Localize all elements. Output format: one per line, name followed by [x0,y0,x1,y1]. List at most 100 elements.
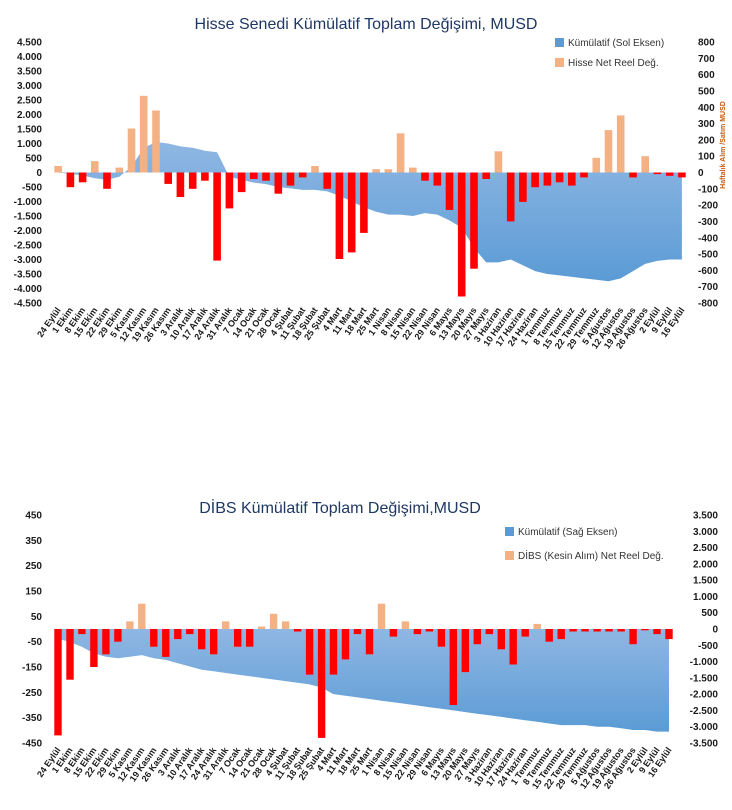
bar-24-haziran [531,172,539,188]
bar-12-kasim [139,95,148,173]
right-tick-label: 2.500 [693,543,718,554]
bar-26-kasim [162,629,170,657]
bar-2-eylul [653,172,662,175]
bar-17-haziran [519,172,527,202]
right-tick-label: -600 [698,266,718,277]
right-tick-label: 700 [698,54,715,65]
bar-25-subat [317,629,326,738]
bar-8-temmuz [545,629,553,642]
bar-25-mart [372,169,380,173]
legend: Kümülatif (Sağ Eksen) DİBS (Kesin Alım) … [505,527,664,562]
right-tick-label: -1.000 [690,657,719,668]
bar-19-agustos [629,172,637,178]
bar-14-ocak [246,629,254,647]
left-axis-ticks: 4.500 4.000 3.500 3.000 2.500 2.000 1.500 1.000… [14,38,43,310]
bar-20-mayis [470,172,478,269]
bar-5-kasim [126,621,134,629]
left-tick-label: -350 [22,713,42,724]
bar-1-ekim [66,172,75,188]
left-tick-label: 350 [25,536,42,547]
right-tick-label: 800 [698,38,715,49]
left-tick-label: 1.000 [17,139,42,150]
bar-15-nisan [409,167,417,173]
bar-4-subat [286,172,295,186]
legend-label-cumulative: Kümülatif (Sağ Eksen) [518,527,618,538]
bar-21-ocak [262,172,270,181]
bar-1-temmuz [533,623,541,629]
bar-8-nisan [389,629,398,637]
left-tick-label: -50 [28,637,43,648]
bar-7-ocak [234,629,242,647]
right-tick-label: 2.000 [693,559,718,570]
left-tick-label: 50 [31,612,43,623]
bar-1-nisan [377,603,386,629]
bar-22-temmuz [580,172,588,178]
bar-22-temmuz [569,629,577,632]
bar-29-ekim [114,629,122,642]
left-tick-label: -1.000 [14,197,43,208]
left-tick-label: 250 [25,561,42,572]
left-tick-label: -500 [22,183,42,194]
right-tick-label: 300 [698,119,715,130]
bar-18-subat [305,629,314,675]
bar-10-aralik [186,629,194,635]
chart-title: Hisse Senedi Kümülatif Toplam Değişimi, … [195,16,538,33]
bar-1-nisan [384,169,393,173]
bar-2-eylul [641,629,649,631]
right-tick-label: 200 [698,135,715,146]
bar-17-aralik [201,172,209,181]
bar-11-subat [293,629,302,632]
left-tick-label: -4.500 [14,299,43,310]
right-tick-label: -100 [698,184,718,195]
left-tick-label: -1.500 [14,212,43,223]
chart-title: DİBS Kümülatif Toplam Değişimi,MUSD [199,498,481,517]
bar-27-mayis [473,629,481,645]
bar-8-temmuz [555,172,564,183]
right-tick-label: 400 [698,103,715,114]
right-axis-ticks: 800 700 600 500 400 300 200 100 0 -100 -200 -300 -40… [698,38,718,310]
bar-22-nisan [421,172,429,181]
bar-18-mart [360,172,368,233]
bar-12-kasim [138,603,146,629]
bar-26-agustos [629,629,637,645]
right-tick-label: 600 [698,70,715,81]
bar-18-subat [311,166,319,173]
weekly-bars-layer [54,603,673,738]
bar-5-kasim [127,128,136,173]
right-tick-label: -2.500 [690,706,719,717]
left-tick-label: 2.000 [17,110,42,121]
left-tick-label: 3.500 [17,67,42,78]
legend-swatch-weekly [505,551,514,560]
bar-8-ekim [78,172,87,183]
cumulative-area-layer [58,142,682,282]
right-tick-label: -300 [698,217,718,228]
weekly-bars-layer [54,95,686,297]
bar-19-agustos [617,629,625,632]
bar-5-agustos [604,130,613,173]
right-tick-label: -3.500 [690,739,719,750]
bar-19-kasim [150,629,158,647]
bar-24-aralik [210,629,218,655]
left-tick-label: -3.500 [14,270,43,281]
bar-6-mayis [445,172,454,210]
bar-16-eylul [678,172,686,178]
bar-8-nisan [396,133,405,173]
bar-31-aralik [222,621,230,629]
bar-24-haziran [521,629,529,637]
bar-4-mart [329,629,338,675]
left-tick-label: 2.500 [17,96,42,107]
bar-10-haziran [506,172,515,222]
left-tick-label: -250 [22,688,42,699]
bar-22-nisan [413,629,422,635]
left-tick-label: -4.000 [14,284,43,295]
bar-13-mayis [449,629,457,705]
bar-3-haziran [494,151,503,173]
left-tick-label: 4.500 [17,38,42,49]
bar-25-subat [323,172,331,189]
bar-24-aralik [213,172,221,261]
left-axis-ticks: 450 350 250 150 50 -50 -150 -250 -350 -450 [22,511,42,750]
bar-15-temmuz [557,629,565,640]
right-axis-ticks: 3.500 3.000 2.500 2.000 1.500 1.000 500 0 -500 -1… [690,511,719,750]
